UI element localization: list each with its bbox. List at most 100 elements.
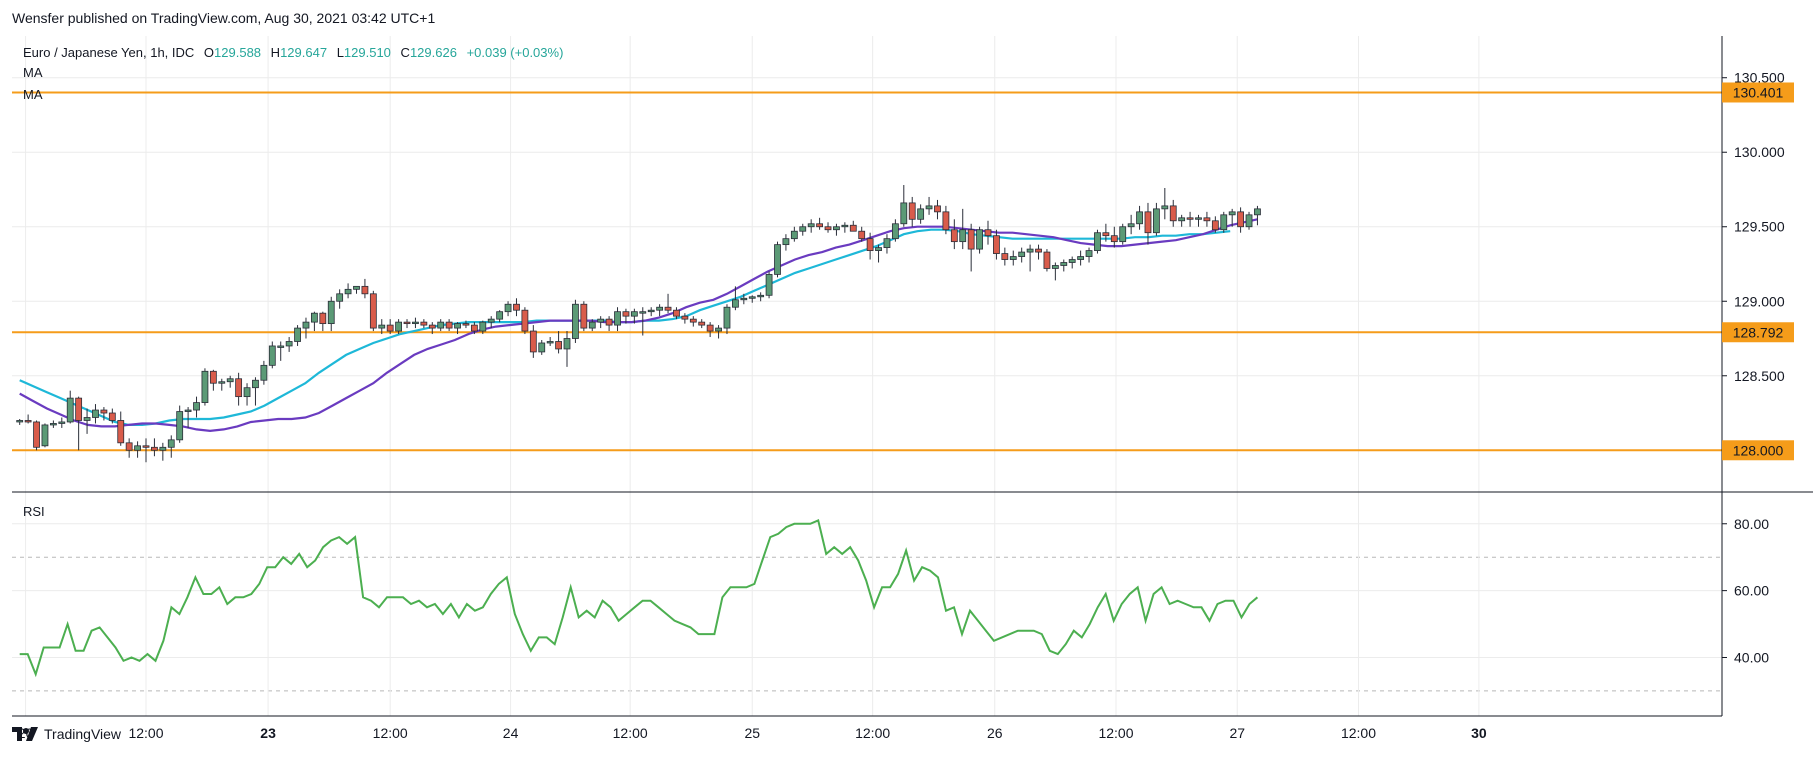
candle[interactable]	[1161, 188, 1169, 220]
candle[interactable]	[310, 311, 318, 332]
candle[interactable]	[1228, 208, 1236, 227]
candle[interactable]	[117, 411, 125, 446]
candle[interactable]	[698, 319, 706, 329]
candle[interactable]	[588, 319, 596, 332]
candle[interactable]	[24, 414, 32, 424]
candle[interactable]	[218, 378, 226, 391]
candle[interactable]	[58, 417, 66, 428]
rsi-legend[interactable]: RSI	[23, 504, 45, 519]
candle[interactable]	[580, 301, 588, 332]
candle[interactable]	[395, 319, 403, 335]
candle[interactable]	[1178, 214, 1186, 227]
candle[interactable]	[1211, 216, 1219, 233]
candle[interactable]	[782, 234, 790, 251]
candle[interactable]	[285, 337, 293, 352]
candle[interactable]	[1001, 247, 1009, 266]
candle[interactable]	[647, 307, 655, 317]
candle[interactable]	[993, 229, 1000, 260]
candle[interactable]	[950, 219, 958, 250]
candle[interactable]	[378, 319, 386, 335]
candle[interactable]	[184, 407, 192, 428]
candle[interactable]	[757, 292, 765, 302]
candle[interactable]	[151, 438, 158, 457]
candle[interactable]	[538, 340, 546, 355]
candle[interactable]	[807, 219, 815, 233]
candle[interactable]	[159, 442, 167, 461]
candle[interactable]	[563, 331, 571, 367]
candle[interactable]	[294, 325, 301, 346]
candle[interactable]	[260, 360, 268, 385]
candle[interactable]	[361, 278, 369, 299]
candle[interactable]	[209, 369, 217, 391]
candle[interactable]	[504, 301, 512, 317]
candles[interactable]	[16, 185, 1261, 463]
candle[interactable]	[369, 290, 377, 332]
candle[interactable]	[1077, 250, 1085, 266]
candle[interactable]	[277, 341, 285, 361]
candle[interactable]	[1110, 226, 1118, 248]
tradingview-logo[interactable]: TradingView	[12, 726, 121, 742]
candle[interactable]	[226, 375, 234, 388]
candle[interactable]	[386, 319, 394, 335]
candle[interactable]	[656, 304, 664, 317]
candle[interactable]	[529, 325, 537, 358]
candle[interactable]	[1060, 259, 1068, 272]
candle[interactable]	[1144, 202, 1152, 245]
candle[interactable]	[420, 319, 428, 329]
candle[interactable]	[496, 310, 504, 323]
candle[interactable]	[353, 285, 360, 294]
candle[interactable]	[1254, 205, 1261, 226]
candle[interactable]	[1043, 249, 1051, 272]
ma-legend-2[interactable]: MA	[23, 87, 43, 102]
candle[interactable]	[479, 320, 487, 335]
candle[interactable]	[1026, 244, 1034, 272]
candle[interactable]	[1153, 202, 1160, 236]
candle[interactable]	[176, 405, 184, 443]
candle[interactable]	[664, 293, 672, 314]
candle[interactable]	[100, 407, 108, 421]
candle[interactable]	[748, 295, 756, 303]
candle[interactable]	[470, 322, 478, 335]
candle[interactable]	[445, 319, 453, 332]
candle[interactable]	[639, 307, 647, 336]
candle[interactable]	[134, 441, 141, 458]
candle[interactable]	[942, 205, 950, 235]
candle[interactable]	[706, 322, 714, 338]
candle[interactable]	[1245, 211, 1253, 230]
candle[interactable]	[546, 337, 554, 346]
candle[interactable]	[630, 308, 638, 324]
candle[interactable]	[125, 438, 133, 458]
candle[interactable]	[849, 220, 857, 232]
candle[interactable]	[765, 271, 773, 299]
candle[interactable]	[816, 217, 823, 230]
candle[interactable]	[673, 307, 680, 320]
candle[interactable]	[66, 390, 74, 424]
candle[interactable]	[824, 222, 832, 233]
candle[interactable]	[925, 196, 933, 215]
candle[interactable]	[605, 316, 613, 332]
candle[interactable]	[681, 313, 689, 324]
candle[interactable]	[1136, 205, 1143, 230]
candle[interactable]	[891, 219, 899, 242]
candle[interactable]	[302, 317, 310, 339]
candle[interactable]	[967, 223, 975, 272]
rsi-indicator[interactable]	[19, 519, 1259, 678]
candle[interactable]	[83, 408, 91, 434]
candle[interactable]	[108, 408, 116, 424]
candle[interactable]	[243, 383, 251, 406]
candle[interactable]	[715, 325, 722, 339]
candle[interactable]	[1102, 223, 1110, 242]
candle[interactable]	[572, 299, 579, 343]
candle[interactable]	[866, 232, 874, 260]
candle[interactable]	[1094, 229, 1101, 254]
candle[interactable]	[790, 226, 798, 242]
candle[interactable]	[75, 396, 83, 451]
candle[interactable]	[1051, 262, 1059, 281]
candle[interactable]	[614, 307, 621, 332]
candle[interactable]	[1085, 247, 1093, 263]
candle[interactable]	[934, 199, 941, 220]
candle[interactable]	[875, 244, 882, 263]
candle[interactable]	[723, 304, 731, 335]
candle[interactable]	[92, 404, 99, 424]
candle[interactable]	[142, 438, 150, 463]
